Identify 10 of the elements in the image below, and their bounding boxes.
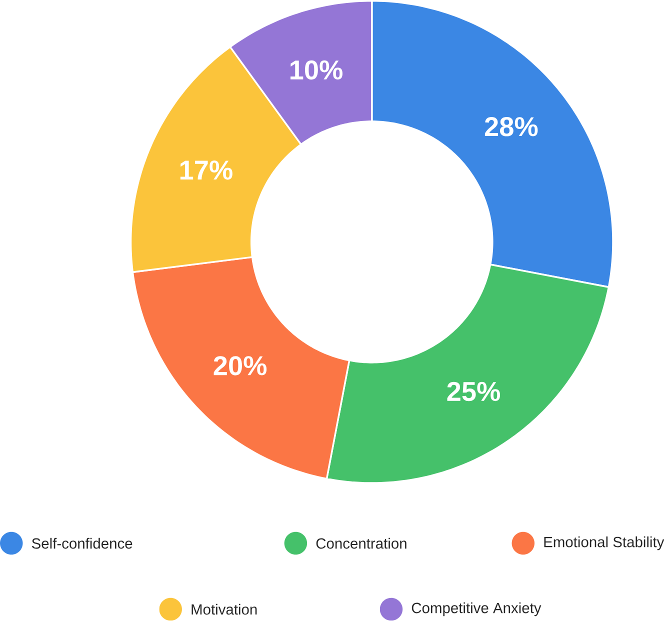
data-label: 28%	[484, 117, 538, 136]
legend-label: Motivation	[192, 604, 257, 615]
data-label: 10%	[290, 60, 342, 80]
legend-label: Self-confidence	[32, 538, 132, 549]
legend-label: Emotional Stability	[544, 536, 664, 550]
legend-label: Competitive Anxiety	[412, 602, 542, 616]
legend-label: Concentration	[316, 538, 406, 549]
data-label: 20%	[214, 356, 267, 376]
data-label: 17%	[180, 160, 232, 180]
data-label: 25%	[447, 382, 500, 402]
